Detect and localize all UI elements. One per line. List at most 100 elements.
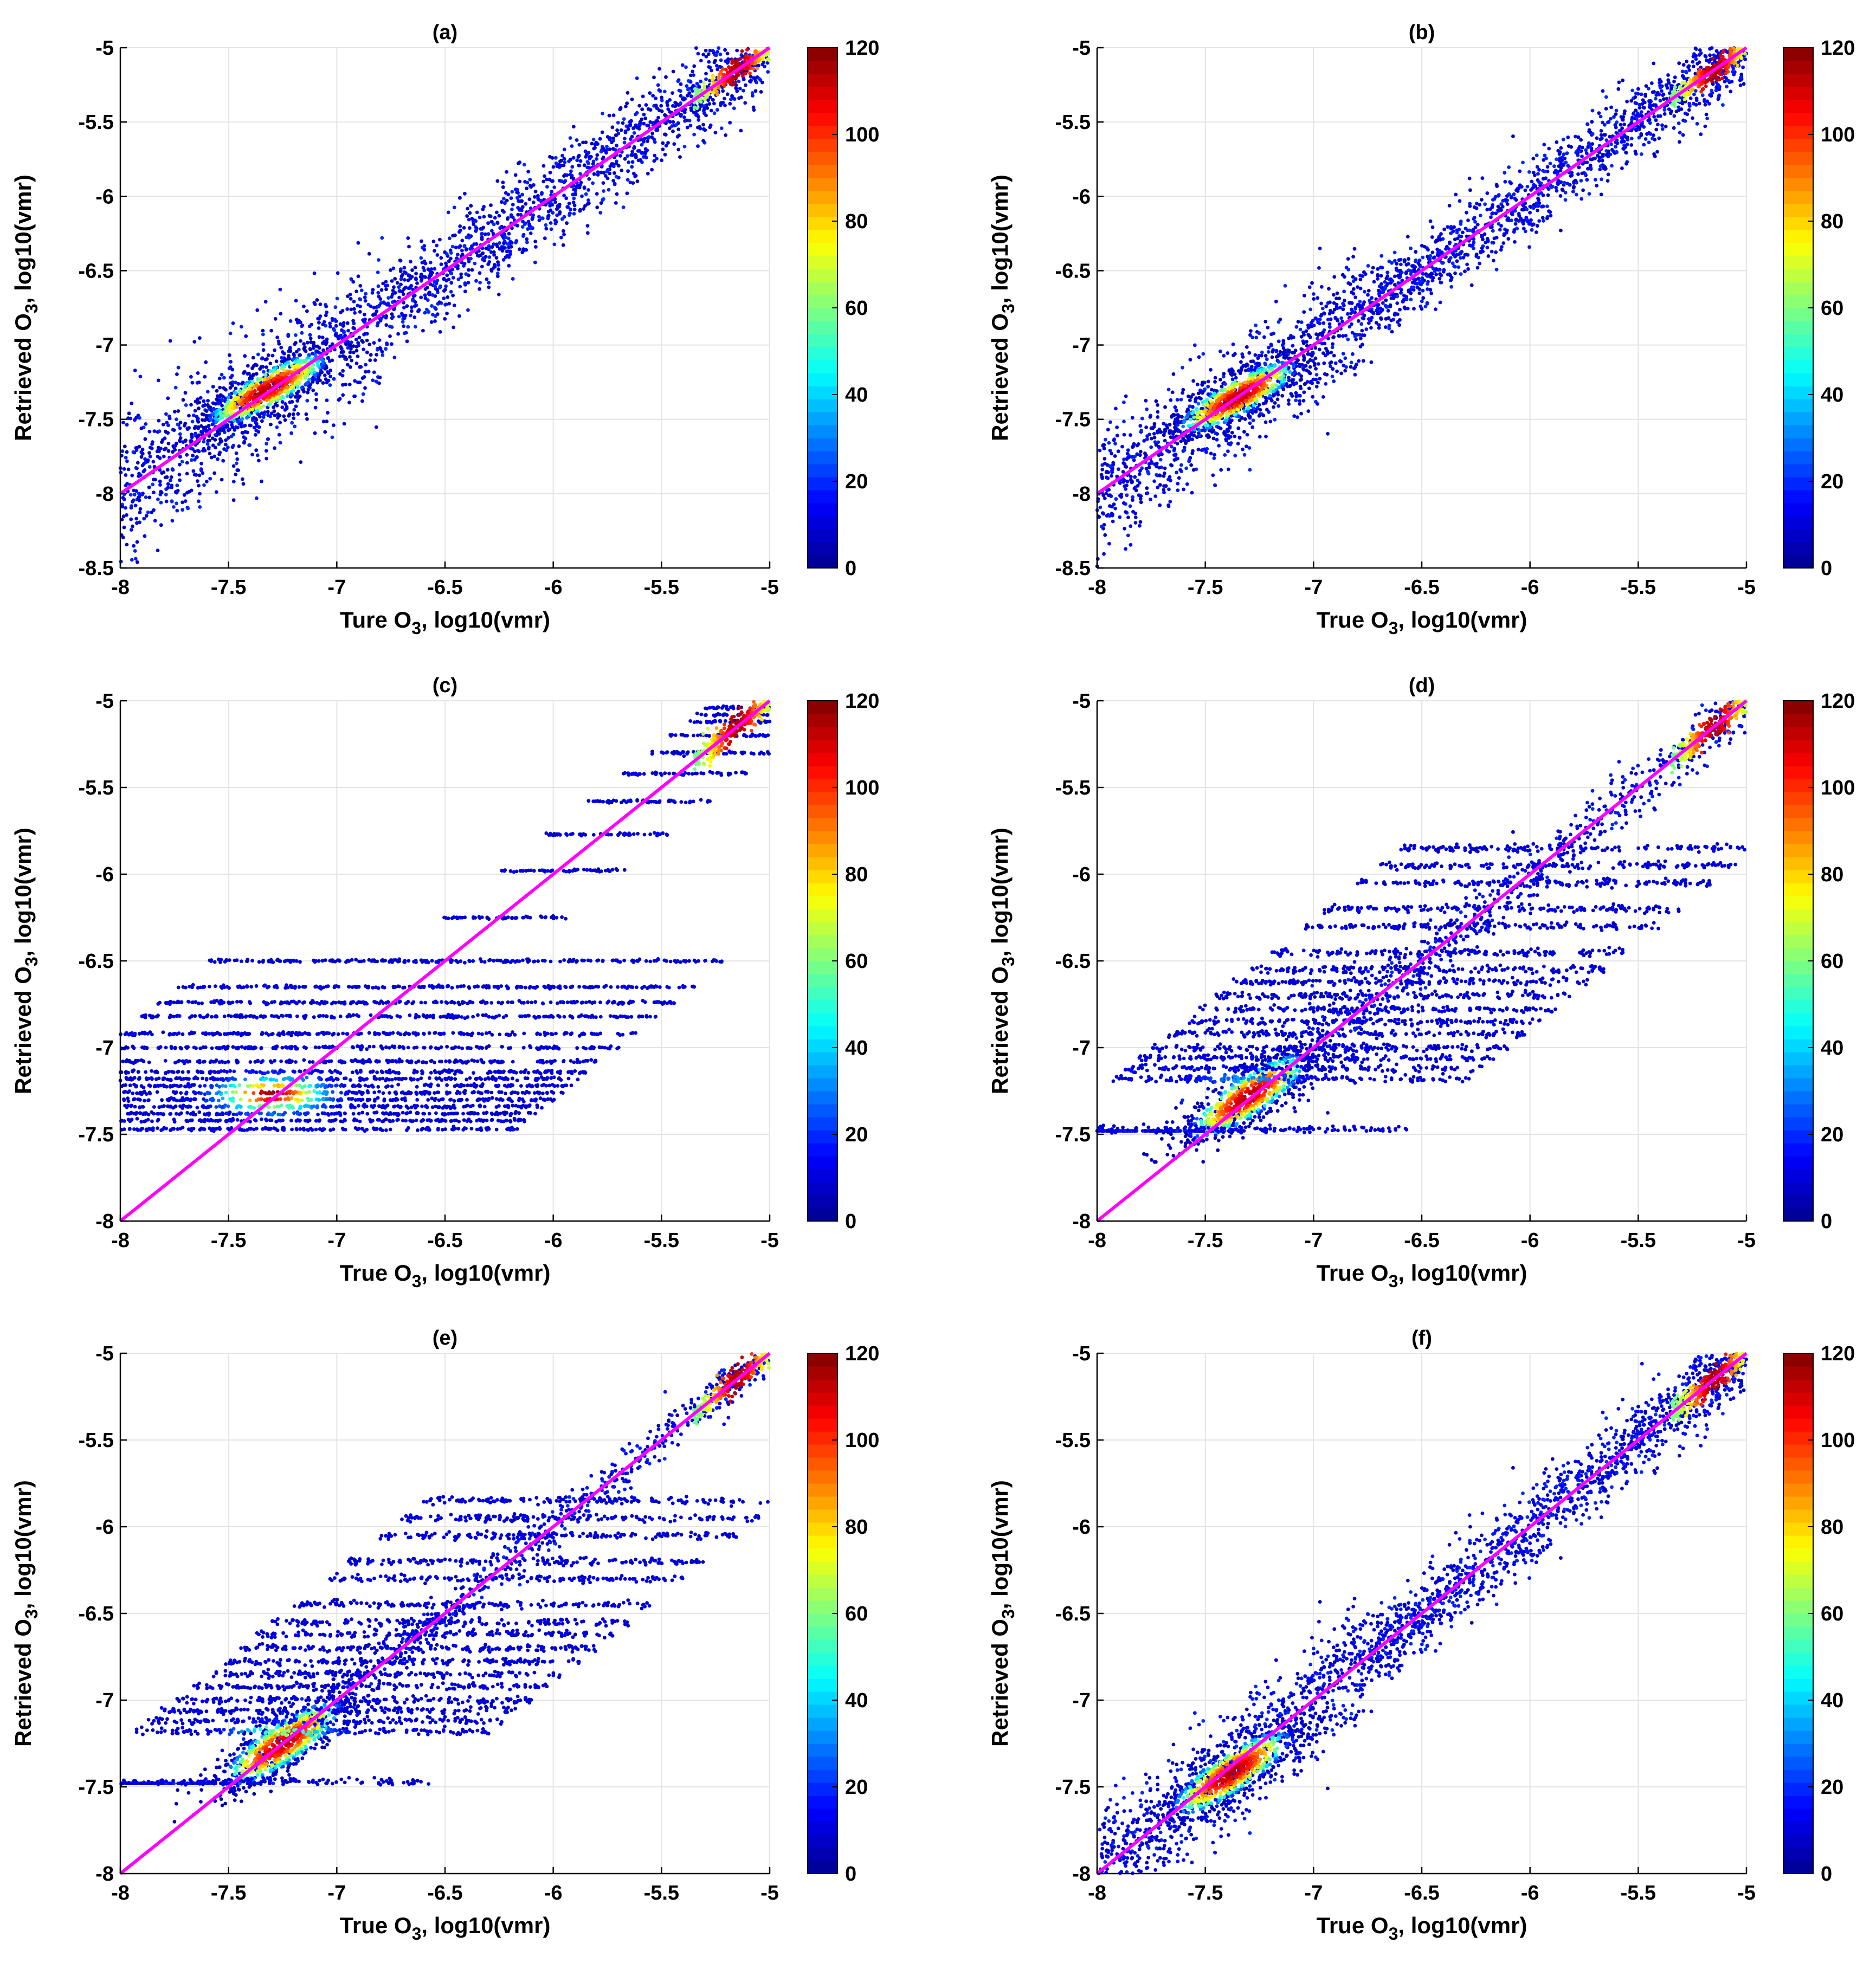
data-point <box>755 80 758 85</box>
data-point <box>640 151 644 155</box>
data-point <box>657 67 661 71</box>
data-point <box>166 449 171 453</box>
data-point <box>1144 398 1148 403</box>
data-point <box>1434 272 1439 276</box>
data-point <box>305 368 309 372</box>
data-point <box>728 101 732 106</box>
data-point <box>1616 87 1621 91</box>
data-point <box>192 340 197 344</box>
data-point <box>302 305 306 308</box>
data-point <box>507 255 511 259</box>
data-point <box>303 376 307 380</box>
data-point <box>1587 141 1591 145</box>
data-point <box>390 325 394 329</box>
data-point <box>1173 405 1177 409</box>
data-point <box>614 133 618 137</box>
data-point <box>1353 372 1357 377</box>
data-point <box>266 383 270 386</box>
data-point <box>321 419 326 424</box>
data-point <box>337 398 341 402</box>
data-point <box>347 401 351 405</box>
data-point <box>289 392 294 397</box>
data-point <box>691 69 695 74</box>
data-point <box>496 260 500 264</box>
data-point <box>584 192 588 196</box>
data-point <box>195 455 199 459</box>
data-point <box>604 151 608 155</box>
data-point <box>212 471 216 475</box>
data-point <box>605 176 610 180</box>
data-point <box>1379 254 1384 258</box>
data-point <box>1357 303 1361 307</box>
data-point <box>258 367 262 371</box>
data-point <box>381 353 385 357</box>
data-point <box>185 461 189 465</box>
data-point <box>1694 57 1698 61</box>
data-point <box>1162 484 1166 488</box>
data-point <box>1581 188 1585 192</box>
data-point <box>233 391 237 395</box>
data-point <box>133 369 137 372</box>
data-point <box>527 197 532 202</box>
data-point <box>473 261 477 266</box>
data-point <box>274 396 279 401</box>
data-point <box>511 215 515 219</box>
data-point <box>390 279 394 283</box>
data-point <box>626 169 630 173</box>
data-point <box>1414 258 1418 262</box>
data-point <box>268 369 273 373</box>
data-point <box>439 284 442 288</box>
data-point <box>256 409 260 413</box>
data-point <box>173 444 177 448</box>
data-point <box>280 395 285 399</box>
data-point <box>715 50 719 54</box>
data-point <box>277 432 281 437</box>
data-point <box>505 170 508 174</box>
data-point <box>718 72 722 76</box>
colorbar-swatch <box>808 438 837 451</box>
data-point <box>157 418 161 423</box>
data-point <box>423 261 428 266</box>
data-point <box>475 210 479 215</box>
data-point <box>741 74 745 78</box>
data-point <box>755 67 759 70</box>
data-point <box>240 421 243 425</box>
data-point <box>712 60 717 64</box>
data-point <box>230 423 234 427</box>
colorbar-swatch <box>808 100 837 113</box>
data-point <box>692 132 696 137</box>
data-point <box>1357 359 1361 363</box>
data-point <box>1111 519 1115 524</box>
data-point <box>484 246 488 250</box>
data-point <box>235 461 238 466</box>
data-point <box>267 403 271 407</box>
data-point <box>1420 299 1424 304</box>
data-point <box>414 276 418 280</box>
data-point <box>750 91 755 95</box>
data-point <box>280 356 283 360</box>
data-point <box>380 236 384 240</box>
data-point <box>1395 301 1400 305</box>
data-point <box>406 236 410 240</box>
data-point <box>138 507 143 511</box>
data-point <box>377 258 381 262</box>
data-point <box>701 122 705 127</box>
data-point <box>529 227 533 230</box>
data-point <box>206 399 210 403</box>
data-point <box>375 309 379 313</box>
data-point <box>242 441 246 445</box>
data-point <box>261 342 266 346</box>
data-point <box>214 414 218 417</box>
data-point <box>1342 289 1346 294</box>
data-point <box>1387 324 1391 327</box>
data-point <box>279 388 283 391</box>
data-point <box>717 86 721 90</box>
data-point <box>562 233 566 237</box>
data-point <box>156 378 160 383</box>
data-point <box>175 501 178 506</box>
data-point <box>178 426 182 430</box>
data-point <box>1312 324 1316 327</box>
data-point <box>445 312 449 315</box>
data-point <box>1630 88 1635 93</box>
data-point <box>243 423 247 428</box>
